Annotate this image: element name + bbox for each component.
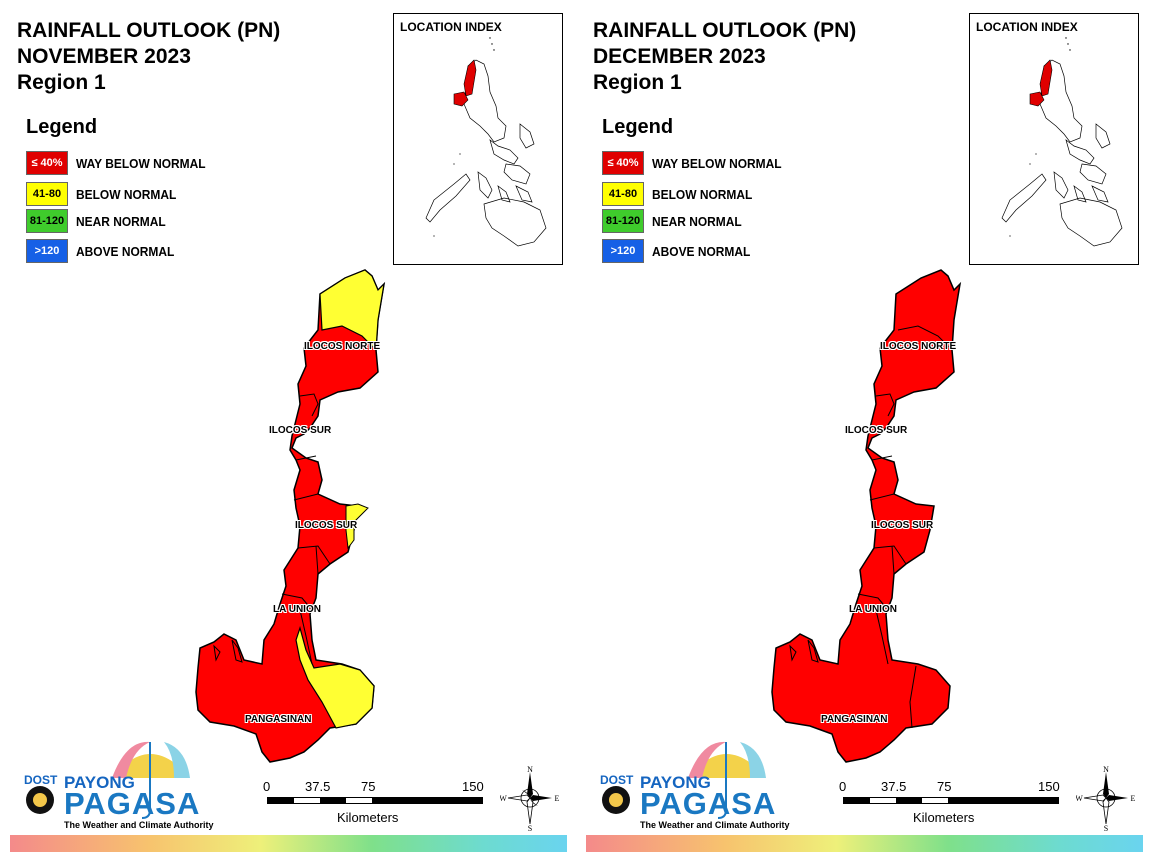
gradient-footer-bar [586,835,1143,852]
legend-item-below: 41-80 BELOW NORMAL [602,182,761,206]
legend-label: NEAR NORMAL [76,213,166,229]
province-label: LA UNION [273,604,321,615]
philippines-outline-map [1001,37,1123,247]
province-label: ILOCOS SUR [295,520,358,531]
brand-main: PAGASA [64,786,201,821]
legend-swatch: >120 [26,239,68,263]
legend-item-near: 81-120 NEAR NORMAL [26,209,174,233]
compass-n: N [1103,765,1109,774]
scale-tick: 75 [361,779,376,794]
legend-item-way-below: ≤ 40% WAY BELOW NORMAL [602,151,793,175]
province-label: PANGASINAN [821,714,888,725]
ilocos-norte-yellow-fill [319,269,385,352]
title-line1: RAINFALL OUTLOOK (PN) [17,19,281,42]
brand-top: PAYONG [640,773,711,792]
compass-n: N [527,765,533,774]
brand-top: PAYONG [64,773,135,792]
location-index-inset: LOCATION INDEX [969,13,1139,265]
legend-label: NEAR NORMAL [652,213,742,229]
province-label: ILOCOS SUR [871,520,934,531]
scale-tick: 0 [839,779,847,794]
brand-tagline: The Weather and Climate Authority [64,820,214,830]
map-title: RAINFALL OUTLOOK (PN) DECEMBER 2023 Regi… [593,18,856,96]
agency-name: DOST [24,773,58,787]
legend-label: WAY BELOW NORMAL [76,155,206,171]
scale-unit: Kilometers [913,810,975,825]
province-label: PANGASINAN [245,714,312,725]
brand-tagline: The Weather and Climate Authority [640,820,790,830]
title-line3: Region 1 [593,71,682,94]
ilocos-sur-yellow-fill [345,503,369,550]
province-label: ILOCOS SUR [269,425,332,436]
province-label: ILOCOS SUR [845,425,908,436]
scale-tick: 0 [263,779,271,794]
scale-tick: 37.5 [305,779,331,794]
legend-item-above: >120 ABOVE NORMAL [26,239,183,263]
scale-bar [267,797,483,804]
december-outlook-panel: RAINFALL OUTLOOK (PN) DECEMBER 2023 Regi… [576,0,1152,864]
legend-swatch: ≤ 40% [602,151,644,175]
title-line3: Region 1 [17,71,106,94]
location-index-inset: LOCATION INDEX [393,13,563,265]
title-line2: DECEMBER 2023 [593,45,766,68]
legend-title: Legend [602,116,674,138]
legend-swatch: 41-80 [602,182,644,206]
legend-item-below: 41-80 BELOW NORMAL [26,182,185,206]
scale-tick: 150 [462,779,484,794]
legend-label: ABOVE NORMAL [76,243,175,259]
province-label: ILOCOS NORTE [304,341,381,352]
legend-label: WAY BELOW NORMAL [652,155,782,171]
brand-main: PAGASA [640,786,777,821]
scale-tick: 150 [1038,779,1060,794]
compass-w: W [1076,794,1083,803]
legend-item-near: 81-120 NEAR NORMAL [602,209,750,233]
title-line2: NOVEMBER 2023 [17,45,191,68]
region1-choropleth-map [771,269,962,763]
scale-unit: Kilometers [337,810,399,825]
legend-item-above: >120 ABOVE NORMAL [602,239,759,263]
title-line1: RAINFALL OUTLOOK (PN) [593,19,857,42]
legend-title: Legend [26,116,98,138]
legend-swatch: >120 [602,239,644,263]
compass-e: E [555,794,560,803]
scale-tick: 37.5 [881,779,907,794]
compass-w: W [500,794,507,803]
compass-e: E [1131,794,1136,803]
province-label: LA UNION [849,604,897,615]
philippines-outline-map [425,37,547,247]
compass-s: S [528,824,532,832]
legend-swatch: ≤ 40% [26,151,68,175]
legend-swatch: 41-80 [26,182,68,206]
north-arrow-compass: N S W E [500,765,560,832]
legend-label: BELOW NORMAL [652,186,753,202]
agency-name: DOST [600,773,634,787]
province-label: ILOCOS NORTE [880,341,957,352]
november-outlook-panel: RAINFALL OUTLOOK (PN) NOVEMBER 2023 Regi… [10,13,567,852]
payong-pagasa-logo [602,741,766,819]
legend-label: ABOVE NORMAL [652,243,751,259]
location-index-title: LOCATION INDEX [400,20,502,34]
location-index-title: LOCATION INDEX [976,20,1078,34]
payong-pagasa-logo [26,741,190,819]
legend-item-way-below: ≤ 40% WAY BELOW NORMAL [26,151,217,175]
region1-red-fill [771,269,962,763]
scale-bar [843,797,1059,804]
compass-s: S [1104,824,1108,832]
legend-swatch: 81-120 [26,209,68,233]
legend-swatch: 81-120 [602,209,644,233]
scale-tick: 75 [937,779,952,794]
map-title: RAINFALL OUTLOOK (PN) NOVEMBER 2023 Regi… [17,18,280,96]
region1-choropleth-map [195,269,386,763]
legend-label: BELOW NORMAL [76,186,177,202]
north-arrow-compass: N S W E [1076,765,1136,832]
gradient-footer-bar [10,835,567,852]
pangasinan-yellow-fill [295,625,375,729]
